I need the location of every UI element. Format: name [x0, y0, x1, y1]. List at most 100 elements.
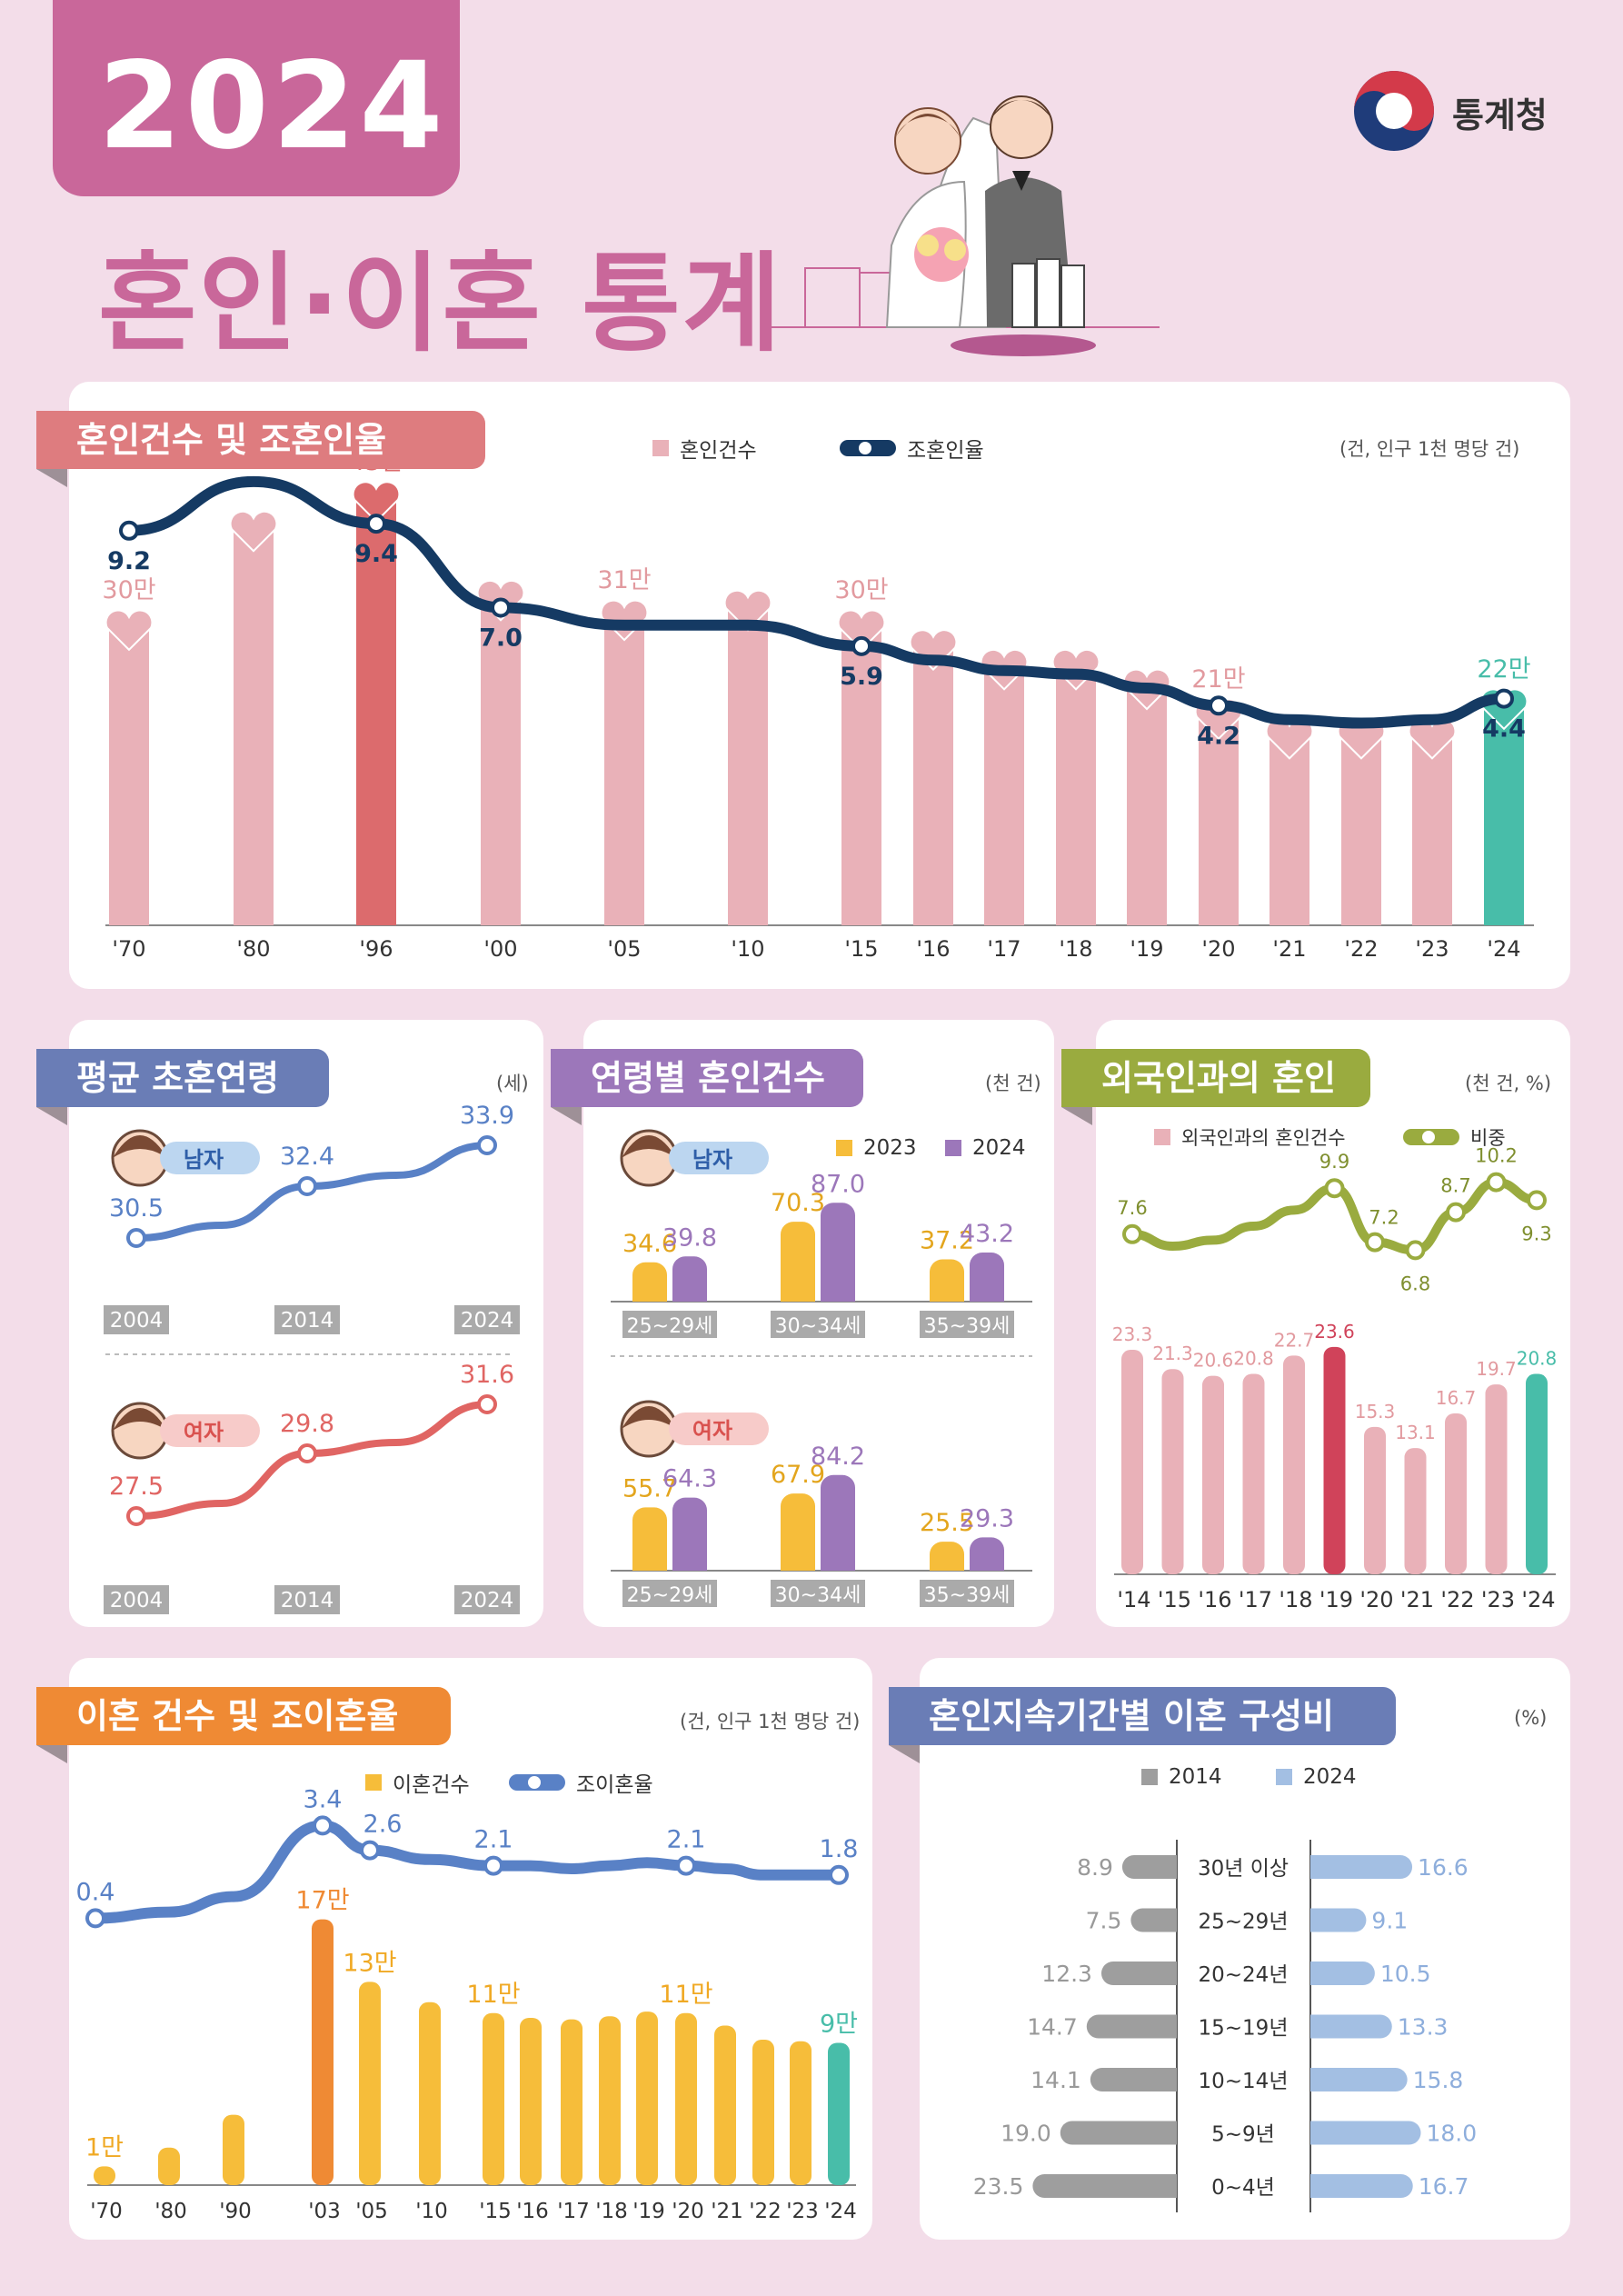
year-label: 2014	[281, 1589, 334, 1612]
gender-tag	[669, 1413, 769, 1445]
x-tick-label: '19	[632, 2200, 665, 2223]
share-point	[1324, 1178, 1345, 1199]
age-bar-base	[672, 1289, 707, 1302]
x-tick-label: '24	[1521, 1587, 1555, 1612]
bar-value-label: 84.2	[811, 1442, 865, 1471]
bar-'22	[1341, 737, 1381, 925]
bar-value-label: 55.7	[622, 1474, 677, 1502]
duration-legend-b: 2024	[1276, 1765, 1357, 1789]
divorce-legend-bar: 이혼건수	[365, 1767, 470, 1798]
year-badge	[274, 1305, 340, 1334]
year-badge	[454, 1585, 520, 1614]
bar-2024-end	[1310, 2121, 1322, 2145]
x-tick-label: '10	[415, 2200, 448, 2223]
legend-swatch	[1403, 1129, 1459, 1145]
duration-unit: (%)	[1514, 1707, 1548, 1729]
bar-'15	[841, 629, 881, 925]
age-point	[477, 1394, 497, 1414]
share-point	[1486, 1172, 1507, 1193]
rate-point	[313, 1815, 333, 1836]
category-badge	[771, 1580, 865, 1607]
category-label: 25~29세	[627, 1315, 713, 1338]
divorce-bar	[561, 2019, 582, 2185]
bar-value-label: 13만	[343, 1949, 396, 1977]
person-face-icon-hair	[113, 1408, 167, 1431]
age-bar-base	[632, 1289, 667, 1302]
x-tick-label: '17	[557, 2200, 590, 2223]
bar-value-label: 21만	[1191, 665, 1245, 694]
bar-value-label: 20.6	[1193, 1350, 1234, 1372]
legend-label: 2023	[863, 1136, 917, 1160]
heart-marker	[909, 629, 958, 672]
bar-value-label: 39.8	[662, 1223, 717, 1252]
bar-'70	[109, 629, 149, 925]
bar-2014	[1086, 2014, 1177, 2039]
bar-2024	[1310, 2068, 1408, 2091]
foreign-unit: (천 건, %)	[1465, 1073, 1552, 1094]
age-bar	[781, 1222, 815, 1302]
divorce-card: '70 1만 '80'90'03 17만 '05 13만 '10'15 11만 '16'17'1…	[69, 1658, 872, 2240]
rate-point	[829, 1864, 849, 1885]
wedding-couple-illustration	[769, 95, 1160, 356]
x-tick-label: '20	[1201, 936, 1235, 962]
x-tick-label: '19	[1130, 936, 1163, 962]
age-bar-base	[970, 1289, 1004, 1302]
x-tick-label: '18	[595, 2200, 628, 2223]
divorce-bar	[599, 2016, 621, 2185]
bar-value-label: 11만	[659, 1981, 712, 2009]
legend-label: 2024	[1303, 1765, 1357, 1789]
heart-marker	[837, 609, 886, 652]
legend-label: 이혼건수	[393, 1773, 470, 1797]
bar-value-label: 20.8	[1517, 1348, 1558, 1370]
rate-label: 7.0	[479, 624, 523, 653]
heart-marker	[723, 589, 772, 632]
bar-value-label: 12.3	[1041, 1961, 1092, 1987]
legend-label: 조혼인율	[907, 439, 984, 463]
bar-2014-end	[1165, 1908, 1177, 1932]
year-badge	[104, 1305, 169, 1334]
bar-value-label: 31만	[597, 566, 651, 594]
bar-2014-end	[1165, 1962, 1177, 1985]
share-point	[1446, 1202, 1466, 1223]
category-badge	[771, 1311, 865, 1338]
duration-chart: 8.9 16.6 30년 이상 7.5 9.1 25~29년 12.3 10.5 20~24년 1…	[973, 1840, 1477, 2212]
divorce-bar	[483, 2012, 504, 2185]
gender-tag	[669, 1142, 769, 1174]
age-point	[126, 1506, 146, 1526]
divorce-bar	[675, 2012, 697, 2185]
bar-2014	[1121, 1855, 1177, 1879]
category-label: 25~29년	[1199, 1911, 1289, 1934]
x-tick-label: '96	[359, 936, 393, 962]
rate-line	[124, 475, 1509, 729]
rate-label: 2.1	[474, 1826, 513, 1854]
x-tick-label: '16	[916, 936, 950, 962]
legend-label: 외국인과의 혼인건수	[1181, 1127, 1346, 1149]
bar-value-label: 43.2	[960, 1220, 1014, 1248]
age-point	[126, 1228, 146, 1248]
rate-point	[851, 635, 871, 656]
bar-'23	[1412, 737, 1452, 925]
x-tick-label: '17	[1239, 1587, 1272, 1612]
x-tick-label: '03	[308, 2200, 341, 2223]
bar-value-label: 30만	[834, 576, 888, 604]
bar-value-label: 34.6	[622, 1230, 677, 1258]
age-value-label: 31.6	[460, 1361, 514, 1389]
x-tick-label: '10	[731, 936, 764, 962]
bar-2024	[1310, 2121, 1421, 2145]
age-bar-base	[930, 1558, 964, 1571]
divorce-bar	[419, 2002, 441, 2185]
person-hair	[622, 1135, 676, 1158]
marriage-unit: (건, 인구 1천 명당 건)	[1339, 438, 1520, 460]
bar-value-label: 15.3	[1355, 1401, 1396, 1423]
category-badge	[622, 1311, 717, 1338]
rate-point	[85, 1908, 105, 1929]
bar-value-label: 22만	[1477, 655, 1530, 684]
x-tick-label: '24	[824, 2200, 857, 2223]
share-label: 9.9	[1319, 1151, 1349, 1173]
divorce-bar	[359, 1982, 381, 2185]
category-badge	[920, 1311, 1014, 1338]
age-first-chart: 남자 30.5 2004 32.4 2014 33.9 2024 여자 27.5 2004 29.8…	[104, 1102, 520, 1614]
age-bar-base	[821, 1558, 855, 1571]
duration-legend-a: 2014	[1141, 1765, 1222, 1789]
divorce-bar	[714, 2025, 736, 2185]
